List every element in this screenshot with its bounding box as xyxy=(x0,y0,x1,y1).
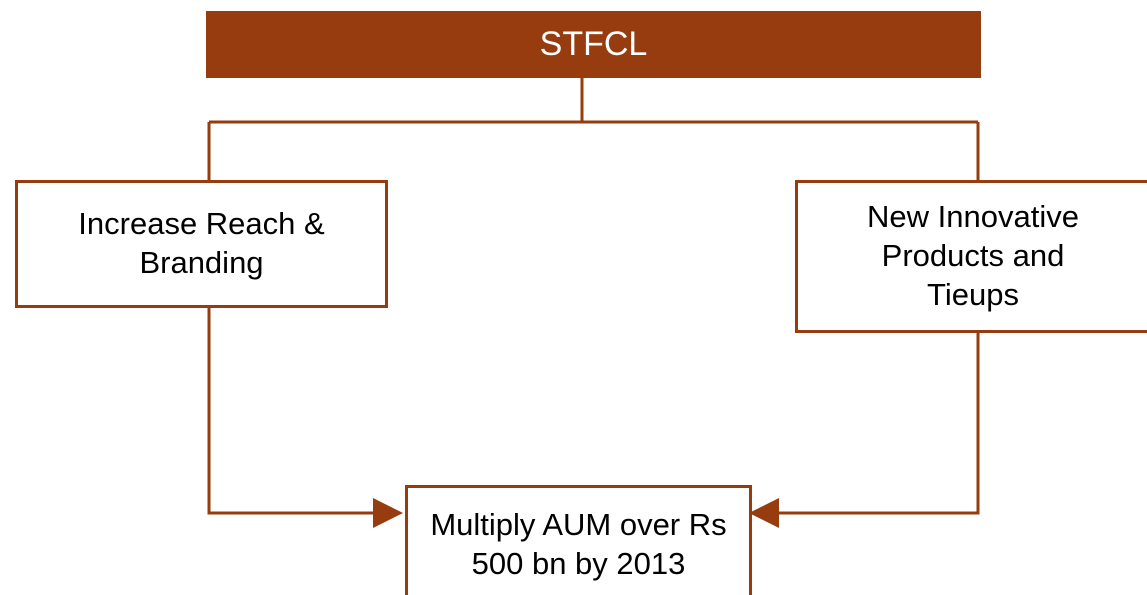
arrow xyxy=(209,308,400,513)
goal-node: Multiply AUM over Rs 500 bn by 2013 xyxy=(405,485,752,595)
root-node: STFCL xyxy=(206,11,981,78)
arrow xyxy=(752,333,978,513)
node: Increase Reach & Branding xyxy=(15,180,388,308)
diagram: STFCL Increase Reach & Branding New Inno… xyxy=(0,0,1147,595)
node: New Innovative Products and Tieups xyxy=(795,180,1147,333)
